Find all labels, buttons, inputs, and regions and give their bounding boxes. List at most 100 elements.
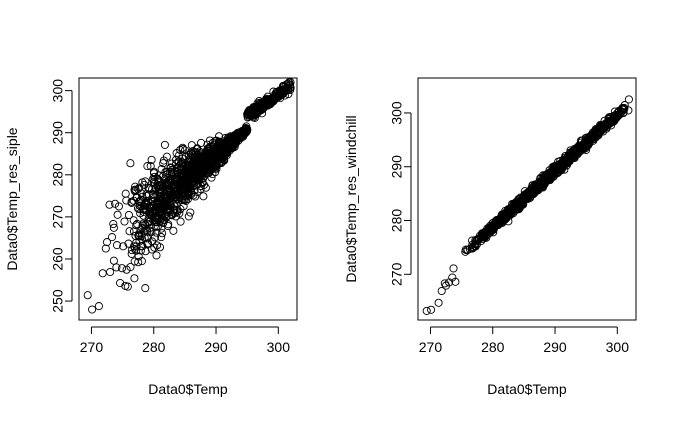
data-point bbox=[190, 170, 199, 180]
y-axis-label: Data0$Temp_res_siple bbox=[4, 127, 20, 270]
data-point bbox=[216, 147, 225, 157]
x-axis: 270 280 290 300 bbox=[80, 326, 290, 355]
data-point bbox=[143, 227, 152, 236]
y-tick-label: 270 bbox=[389, 262, 405, 286]
data-point bbox=[485, 221, 495, 231]
data-point bbox=[214, 132, 224, 141]
data-point bbox=[169, 226, 178, 235]
data-point bbox=[137, 195, 146, 204]
data-point bbox=[181, 186, 190, 195]
data-point bbox=[187, 148, 196, 157]
data-point bbox=[189, 191, 198, 200]
data-point bbox=[259, 103, 268, 113]
data-point bbox=[610, 117, 619, 126]
data-point bbox=[484, 223, 493, 232]
data-point bbox=[437, 286, 446, 296]
data-point bbox=[130, 274, 139, 283]
y-tick-label: 290 bbox=[50, 121, 66, 145]
data-point bbox=[600, 120, 609, 129]
data-point bbox=[140, 180, 149, 189]
data-point bbox=[127, 197, 136, 206]
data-point bbox=[168, 165, 177, 174]
data-point bbox=[184, 212, 193, 221]
data-point bbox=[585, 134, 594, 143]
data-point bbox=[164, 190, 173, 200]
y-tick-label: 290 bbox=[389, 155, 405, 179]
data-point bbox=[132, 193, 141, 202]
data-point bbox=[127, 246, 136, 255]
data-point bbox=[184, 161, 193, 170]
data-point bbox=[195, 149, 204, 158]
data-point bbox=[189, 177, 198, 186]
points-layer bbox=[83, 78, 295, 314]
y-tick-label: 250 bbox=[50, 289, 66, 313]
data-point bbox=[143, 162, 152, 171]
data-point bbox=[136, 246, 145, 255]
data-point bbox=[126, 159, 135, 168]
data-point bbox=[134, 230, 143, 240]
data-point bbox=[159, 218, 168, 227]
data-point bbox=[516, 193, 525, 202]
data-point bbox=[224, 136, 233, 145]
data-point bbox=[173, 163, 182, 173]
data-point bbox=[203, 155, 212, 165]
x-tick-label: 270 bbox=[419, 339, 443, 355]
data-point bbox=[206, 149, 215, 158]
data-point bbox=[188, 159, 197, 168]
data-point bbox=[152, 228, 161, 237]
data-point bbox=[176, 217, 185, 226]
points-layer bbox=[422, 95, 633, 315]
data-point bbox=[475, 231, 485, 240]
data-point bbox=[94, 302, 103, 311]
data-point bbox=[138, 221, 147, 230]
x-axis-label: Data0$Temp bbox=[487, 381, 567, 397]
data-point bbox=[112, 241, 122, 250]
data-point bbox=[134, 184, 143, 194]
data-point bbox=[148, 237, 157, 246]
data-point bbox=[587, 131, 596, 140]
data-point bbox=[141, 284, 150, 293]
data-point bbox=[170, 208, 180, 218]
data-point bbox=[109, 219, 118, 229]
x-tick-label: 280 bbox=[481, 339, 505, 355]
plot-frame bbox=[417, 77, 637, 321]
data-point bbox=[241, 128, 250, 137]
data-point bbox=[220, 137, 229, 146]
data-point bbox=[170, 190, 179, 200]
data-point bbox=[168, 195, 177, 204]
data-point bbox=[158, 229, 167, 238]
data-point bbox=[211, 147, 221, 156]
x-tick-label: 290 bbox=[543, 339, 567, 355]
data-point bbox=[440, 279, 449, 288]
data-point bbox=[150, 172, 159, 181]
plot-frame bbox=[78, 77, 298, 321]
data-point bbox=[552, 166, 561, 175]
data-point bbox=[178, 163, 187, 172]
data-point bbox=[280, 91, 289, 100]
data-point bbox=[109, 256, 118, 265]
data-point bbox=[220, 146, 229, 155]
data-point bbox=[116, 278, 125, 288]
data-point bbox=[157, 224, 166, 233]
data-point bbox=[449, 264, 458, 273]
data-point bbox=[479, 232, 488, 241]
data-point bbox=[243, 110, 253, 119]
data-point bbox=[149, 190, 158, 199]
data-point bbox=[279, 82, 288, 91]
siple-scatter-panel: 270 280 290 300 250 260 270 280 290 300 Data0$Te… bbox=[4, 77, 298, 397]
data-point bbox=[624, 95, 633, 104]
data-point bbox=[571, 147, 580, 156]
data-point bbox=[146, 162, 155, 171]
data-point bbox=[152, 251, 161, 260]
data-point bbox=[121, 189, 130, 198]
data-point bbox=[138, 178, 147, 187]
data-point bbox=[166, 175, 175, 184]
data-point bbox=[101, 244, 110, 253]
data-point bbox=[176, 183, 186, 192]
data-point bbox=[257, 102, 266, 111]
data-point bbox=[150, 233, 160, 242]
data-point bbox=[129, 216, 138, 225]
data-point bbox=[120, 217, 129, 226]
data-point bbox=[189, 163, 198, 172]
